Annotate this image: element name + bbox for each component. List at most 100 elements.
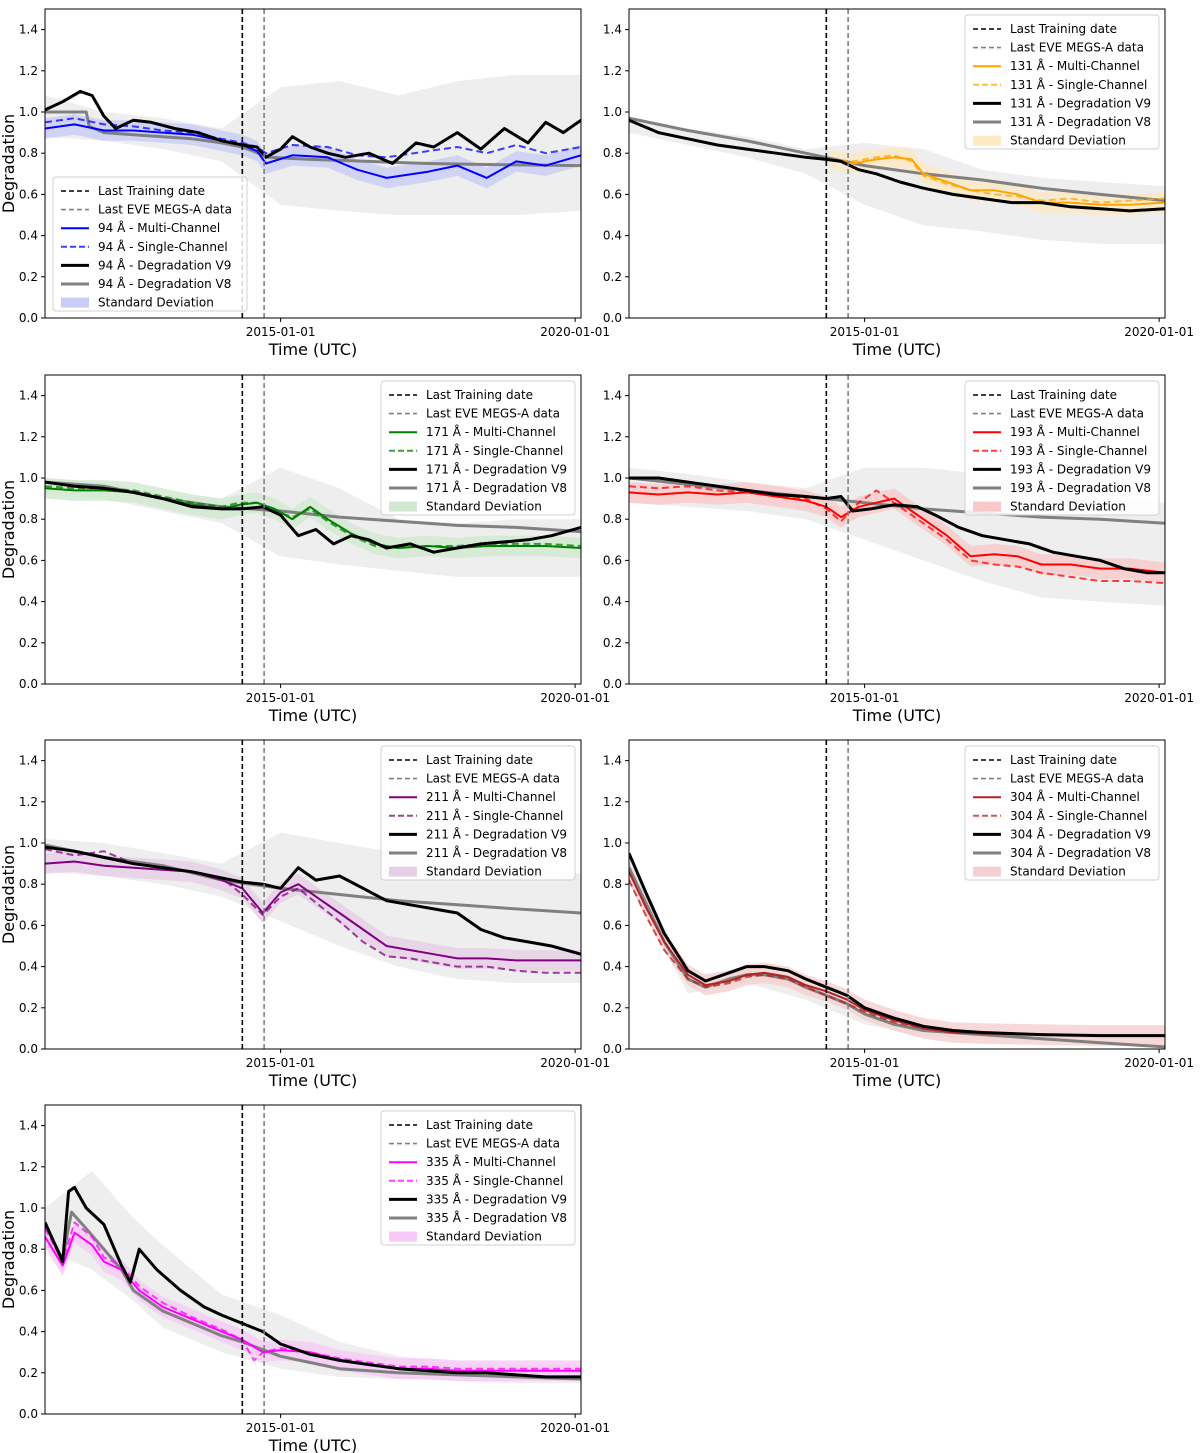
y-tick-label: 1.2 [19, 795, 38, 809]
y-tick-label: 0.6 [603, 553, 622, 567]
legend-label: 171 Å - Multi-Channel [426, 424, 556, 439]
y-tick-label: 1.0 [19, 1201, 38, 1215]
y-tick-label: 1.0 [19, 105, 38, 119]
legend-label: Standard Deviation [426, 1230, 542, 1244]
legend-label: Standard Deviation [1010, 134, 1126, 148]
series-131-multi [829, 156, 1165, 206]
x-tick-label: 2020-01-01 [1124, 691, 1194, 705]
legend-label: 131 Å - Single-Channel [1010, 77, 1147, 92]
x-tick-label: 2020-01-01 [540, 1421, 610, 1435]
y-tick-label: 0.0 [19, 677, 38, 691]
series-211-v9 [45, 845, 581, 956]
legend-label: 94 Å - Single-Channel [98, 239, 228, 254]
series-193-single [629, 485, 1165, 585]
y-tick-label: 0.0 [19, 1407, 38, 1421]
y-tick-label: 1.2 [603, 430, 622, 444]
axes-frame-304 [628, 739, 1166, 1050]
y-tick-label: 0.4 [19, 229, 38, 243]
series-335-v8 [45, 1210, 581, 1381]
legend-label: 211 Å - Degradation V9 [426, 826, 567, 841]
panel-335: 0.0 0.2 0.4 0.6 0.8 1.0 1.2 1.4 2015-01-01 2020-0… [0, 1104, 610, 1453]
series-304-v9 [629, 852, 1165, 1038]
x-axis-label: Time (UTC) [268, 1436, 357, 1453]
y-tick-label: 0.2 [603, 636, 622, 650]
series-193-v9 [629, 476, 1165, 575]
y-tick-label: 1.4 [19, 754, 38, 768]
legend-label: Last Training date [426, 1118, 533, 1132]
x-tick-label: 2015-01-01 [246, 1421, 316, 1435]
series-171-v9 [45, 480, 581, 554]
y-tick-label: 0.6 [603, 918, 622, 932]
x-tick-label: 2015-01-01 [830, 691, 900, 705]
y-tick-label: 0.8 [19, 877, 38, 891]
legend-label: Last Training date [98, 184, 205, 198]
legend-swatch [389, 866, 417, 877]
legend-94: Last Training date Last EVE MEGS-A data 94… [52, 176, 248, 312]
legend-label: 193 Å - Single-Channel [1010, 443, 1147, 458]
legend-label: 131 Å - Degradation V9 [1010, 95, 1151, 110]
legend-label: 304 Å - Multi-Channel [1010, 789, 1140, 804]
y-tick-label: 1.2 [19, 1160, 38, 1174]
legend-label: 304 Å - Degradation V9 [1010, 826, 1151, 841]
legend-box [964, 14, 1160, 150]
y-tick-label: 1.0 [603, 105, 622, 119]
legend-label: 335 Å - Degradation V8 [426, 1210, 567, 1225]
series-193-multi [629, 491, 1165, 574]
series-131-v9 [629, 118, 1165, 213]
legend-label: Last Training date [1010, 753, 1117, 767]
x-tick-label: 2020-01-01 [540, 325, 610, 339]
legend-label: 171 Å - Single-Channel [426, 443, 563, 458]
x-tick-label: 2015-01-01 [830, 1056, 900, 1070]
legend-box [380, 1110, 576, 1246]
series-94-single [45, 117, 581, 159]
legend-304: Last Training date Last EVE MEGS-A data 30… [964, 745, 1160, 881]
envelope-band-94 [45, 74, 581, 216]
legend-label: 94 Å - Multi-Channel [98, 220, 220, 235]
legend-box [964, 745, 1160, 881]
legend-label: 211 Å - Multi-Channel [426, 789, 556, 804]
legend-label: 304 Å - Single-Channel [1010, 808, 1147, 823]
legend-label: Last EVE MEGS-A data [98, 203, 232, 217]
panel-211: 0.0 0.2 0.4 0.6 0.8 1.0 1.2 1.4 2015-01-01 2020-0… [0, 739, 610, 1090]
y-tick-label: 0.0 [603, 677, 622, 691]
x-axis-label: Time (UTC) [852, 1071, 941, 1090]
y-axis-label: Degradation [0, 1210, 18, 1309]
legend-label: 131 Å - Multi-Channel [1010, 58, 1140, 73]
legend-box [52, 176, 248, 312]
legend-label: 171 Å - Degradation V9 [426, 461, 567, 476]
std-band-193 [629, 482, 1165, 584]
axes-frame-171 [44, 374, 582, 685]
legend-label: Standard Deviation [426, 865, 542, 879]
legend-label: Standard Deviation [1010, 865, 1126, 879]
legend-label: Last Training date [1010, 388, 1117, 402]
x-axis-label: Time (UTC) [268, 340, 357, 359]
legend-label: Standard Deviation [1010, 500, 1126, 514]
legend-label: 193 Å - Degradation V9 [1010, 461, 1151, 476]
legend-label: Last EVE MEGS-A data [426, 407, 560, 421]
axes-frame-131 [628, 8, 1166, 319]
legend-171: Last Training date Last EVE MEGS-A data 17… [380, 380, 576, 516]
legend-label: 131 Å - Degradation V8 [1010, 114, 1151, 129]
y-tick-label: 0.8 [19, 512, 38, 526]
legend-label: Last EVE MEGS-A data [1010, 772, 1144, 786]
y-tick-label: 1.4 [603, 23, 622, 37]
y-tick-label: 0.8 [603, 512, 622, 526]
y-tick-label: 0.0 [19, 1042, 38, 1056]
y-tick-label: 0.4 [603, 229, 622, 243]
legend-label: Last EVE MEGS-A data [1010, 41, 1144, 55]
legend-label: Last Training date [1010, 22, 1117, 36]
y-tick-label: 1.4 [603, 389, 622, 403]
legend-swatch [61, 297, 89, 308]
y-tick-label: 0.8 [603, 146, 622, 160]
legend-193: Last Training date Last EVE MEGS-A data 19… [964, 380, 1160, 516]
y-axis-label: Degradation [0, 845, 18, 944]
legend-box [964, 380, 1160, 516]
y-tick-label: 0.4 [19, 960, 38, 974]
x-axis-label: Time (UTC) [852, 706, 941, 725]
y-tick-label: 0.6 [19, 918, 38, 932]
y-tick-label: 1.2 [603, 795, 622, 809]
series-94-multi [45, 123, 581, 179]
y-tick-label: 0.4 [19, 1325, 38, 1339]
legend-131: Last Training date Last EVE MEGS-A data 13… [964, 14, 1160, 150]
legend-label: 211 Å - Degradation V8 [426, 845, 567, 860]
